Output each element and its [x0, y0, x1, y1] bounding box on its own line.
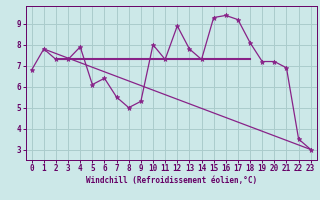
X-axis label: Windchill (Refroidissement éolien,°C): Windchill (Refroidissement éolien,°C) [86, 176, 257, 185]
